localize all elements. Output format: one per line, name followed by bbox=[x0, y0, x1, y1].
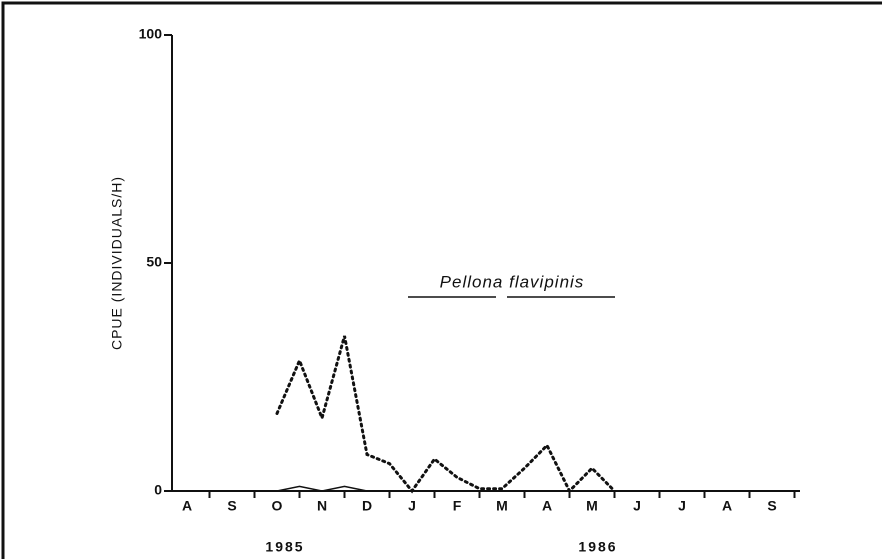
x-tick-label: O bbox=[272, 498, 283, 514]
y-tick-label: 100 bbox=[139, 26, 163, 42]
x-tick-label: S bbox=[767, 498, 776, 514]
x-tick-label: M bbox=[586, 498, 598, 514]
x-tick-label: A bbox=[182, 498, 192, 514]
year-label: 1986 bbox=[578, 539, 617, 555]
x-tick-label: A bbox=[542, 498, 552, 514]
x-tick-label: J bbox=[633, 498, 641, 514]
series-line bbox=[186, 485, 796, 492]
year-label: 1985 bbox=[265, 539, 304, 555]
x-tick-label: J bbox=[408, 498, 416, 514]
series-line bbox=[275, 335, 616, 494]
x-tick-label: J bbox=[678, 498, 686, 514]
x-tick-label: D bbox=[362, 498, 372, 514]
x-tick-label: F bbox=[453, 498, 462, 514]
y-tick-label: 0 bbox=[154, 482, 162, 498]
y-tick-label: 50 bbox=[146, 254, 162, 270]
x-tick-label: N bbox=[317, 498, 327, 514]
x-tick-label: S bbox=[227, 498, 236, 514]
chart-title: Pellona flavipinis bbox=[440, 272, 585, 291]
x-tick-label: A bbox=[722, 498, 732, 514]
x-tick-label: M bbox=[496, 498, 508, 514]
y-axis-label: CPUE (INDIVIDUALS/H) bbox=[109, 176, 125, 350]
